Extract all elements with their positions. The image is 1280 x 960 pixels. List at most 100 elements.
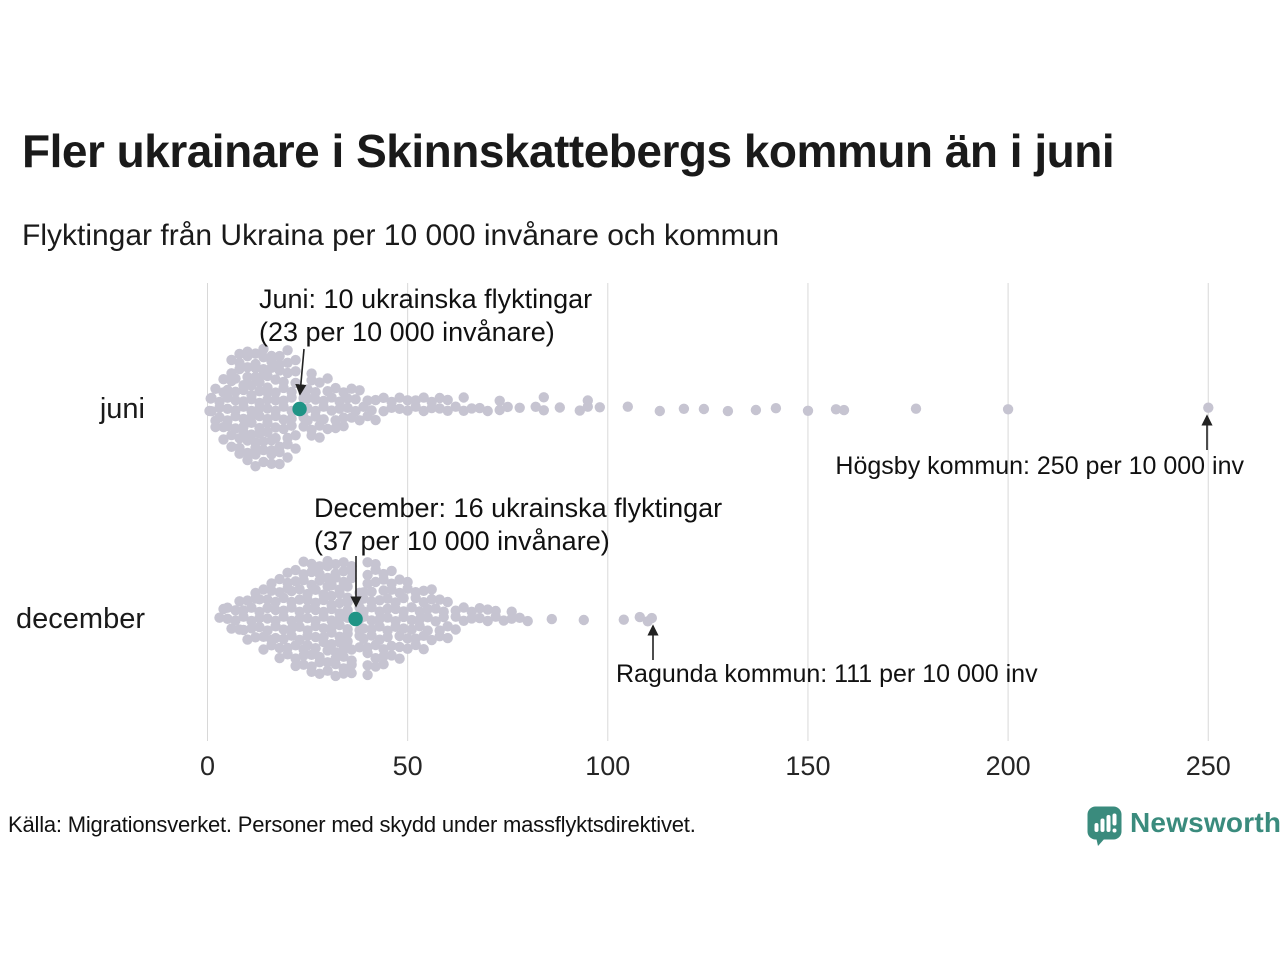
municipality-dot (230, 423, 241, 434)
municipality-dot (238, 396, 249, 407)
newsworthy-logo: Newsworthy (1086, 805, 1280, 847)
juni-callout-line2: (23 per 10 000 invånare) (259, 317, 555, 347)
municipality-dot (210, 421, 221, 433)
municipality-dot (258, 436, 269, 447)
municipality-dot (374, 621, 385, 632)
municipality-dot (230, 605, 241, 616)
chart-title: Fler ukrainare i Skinnskattebergs kommun… (22, 125, 1115, 177)
municipality-dot (242, 634, 253, 645)
municipality-dot (318, 606, 329, 618)
municipality-dot (346, 383, 357, 394)
municipality-dot (206, 406, 217, 417)
municipality-dot (270, 632, 281, 644)
december-callout-line1: December: 16 ukrainska flyktingar (314, 493, 723, 523)
municipality-dot (334, 584, 345, 595)
municipality-dot (442, 632, 453, 644)
municipality-dot (574, 405, 585, 416)
municipality-dot (370, 414, 381, 426)
municipality-dot (246, 417, 257, 428)
municipality-dot (274, 446, 285, 458)
municipality-dot (802, 405, 814, 416)
municipality-dot (474, 402, 485, 414)
municipality-dot (354, 385, 365, 396)
municipality-dot (282, 439, 293, 450)
municipality-dot (394, 403, 405, 414)
municipality-dot (346, 659, 357, 670)
municipality-dot (222, 392, 233, 403)
municipality-dot (458, 602, 469, 613)
x-tick-label: 150 (785, 751, 831, 781)
municipality-dot (246, 602, 257, 613)
municipality-dot (450, 401, 461, 412)
highlight-dot-juni (292, 401, 307, 417)
municipality-dot (350, 394, 361, 405)
municipality-dot (354, 642, 365, 653)
municipality-dot (326, 599, 337, 611)
municipality-dot (358, 623, 369, 634)
municipality-dot (326, 405, 337, 416)
municipality-dot (238, 380, 249, 391)
municipality-dot (422, 603, 433, 615)
municipality-dot (322, 657, 333, 668)
municipality-dot (214, 612, 225, 623)
municipality-dot (494, 404, 505, 416)
municipality-dot (262, 426, 273, 438)
juni-callout-arrow (295, 348, 307, 396)
municipality-dot (286, 596, 297, 608)
municipality-dot (346, 561, 357, 572)
municipality-dot (286, 386, 297, 398)
municipality-dot (258, 644, 269, 655)
municipality-dot (266, 578, 277, 589)
municipality-dot (310, 597, 321, 608)
municipality-dot (378, 585, 389, 596)
municipality-dot (410, 639, 421, 651)
municipality-dot (302, 603, 313, 614)
municipality-dot (330, 422, 341, 434)
municipality-dot (206, 392, 217, 404)
municipality-dot (218, 434, 229, 445)
municipality-dot (274, 350, 285, 362)
municipality-dot (270, 596, 281, 608)
municipality-dot (358, 587, 369, 598)
municipality-dot (418, 405, 429, 417)
municipality-dot (306, 666, 317, 677)
beeswarm-dots-juni (204, 343, 1214, 472)
highlight-dot-december (348, 611, 363, 627)
municipality-dot (330, 415, 341, 426)
municipality-dot (246, 615, 257, 627)
municipality-dot (398, 592, 409, 604)
municipality-dot (254, 594, 265, 605)
municipality-dot (278, 395, 289, 406)
municipality-dot (230, 615, 241, 626)
municipality-dot (330, 559, 341, 570)
municipality-dot (362, 557, 373, 568)
municipality-dot (294, 621, 305, 632)
municipality-dot (274, 652, 285, 664)
gridlines (207, 283, 1209, 741)
municipality-dot (226, 354, 237, 366)
municipality-dot (294, 606, 305, 617)
municipality-dot (414, 621, 425, 632)
municipality-dot (298, 569, 309, 580)
municipality-dot (270, 395, 281, 406)
municipality-dot (426, 634, 437, 646)
municipality-dot (426, 594, 437, 605)
municipality-dot (830, 404, 842, 415)
municipality-dot (698, 403, 710, 415)
chart-subtitle: Flyktingar från Ukraina per 10 000 invån… (22, 219, 780, 252)
municipality-dot (330, 658, 341, 670)
municipality-dot (442, 405, 453, 416)
municipality-dot (262, 613, 273, 624)
municipality-dot (278, 376, 289, 388)
municipality-dot (750, 404, 762, 416)
municipality-dot (238, 624, 249, 636)
municipality-dot (1002, 404, 1014, 415)
municipality-dot (294, 634, 305, 646)
municipality-dot (234, 596, 245, 607)
municipality-dot (538, 392, 549, 403)
municipality-dot (286, 615, 297, 627)
municipality-dot (338, 412, 349, 423)
municipality-dot (350, 405, 361, 417)
municipality-dot (474, 603, 485, 614)
municipality-dot (530, 401, 541, 412)
